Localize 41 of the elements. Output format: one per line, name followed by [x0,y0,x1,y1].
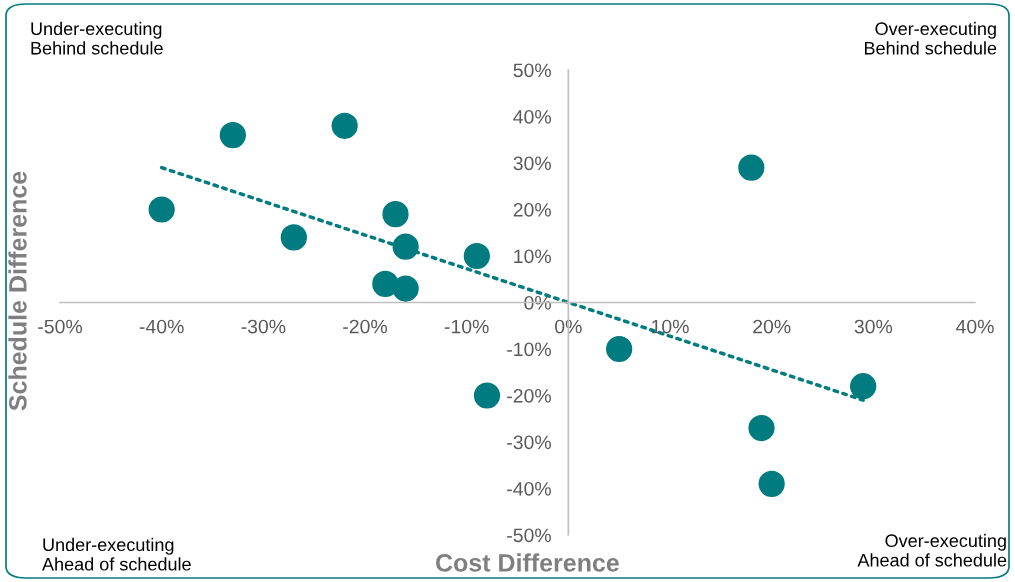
y-tick-label: -40% [507,481,551,496]
y-tick-label: 20% [513,202,551,217]
x-tick-label: -30% [241,319,286,334]
point [738,154,765,181]
y-tick-label: -20% [507,388,551,403]
point [372,270,399,298]
x-tick-label: 10% [652,319,689,334]
point [606,335,633,363]
text: Under-executing Behind schedule [31,21,163,55]
point [331,112,358,139]
point [463,242,490,270]
annotation: Over-executing Ahead of schedule [857,533,1007,567]
point [392,275,419,302]
y-tick-label: 10% [514,249,551,264]
y-tick-label: 40% [513,109,551,124]
x-tick-label: 0% [555,319,582,334]
point [219,121,246,149]
point [473,382,501,409]
x-axis-title: Cost Difference [436,553,619,572]
point [280,224,307,251]
x-tick-label: -10% [444,319,489,334]
y-tick-label: 50% [513,63,551,78]
y-tick-label: -50% [507,528,551,543]
x-tick-label: -50% [38,319,83,334]
y-axis-title: Schedule Difference [8,171,27,411]
text: Over-executing Behind schedule [864,21,997,55]
x-tick-label: -40% [139,319,184,334]
point [748,414,775,442]
point [392,233,419,260]
point [382,201,409,228]
y-tick-label: -10% [507,342,551,357]
x-tick-label: 40% [955,319,994,334]
point [850,373,877,400]
y-tick-label: 30% [513,156,551,171]
y-tick-label: -30% [507,435,551,450]
x-tick-label: 30% [854,319,893,334]
text: Under-executing Ahead of schedule [42,537,191,571]
point [148,196,175,223]
x-tick-label: -20% [343,319,388,334]
x-tick-label: 20% [753,319,791,334]
point [758,470,785,497]
